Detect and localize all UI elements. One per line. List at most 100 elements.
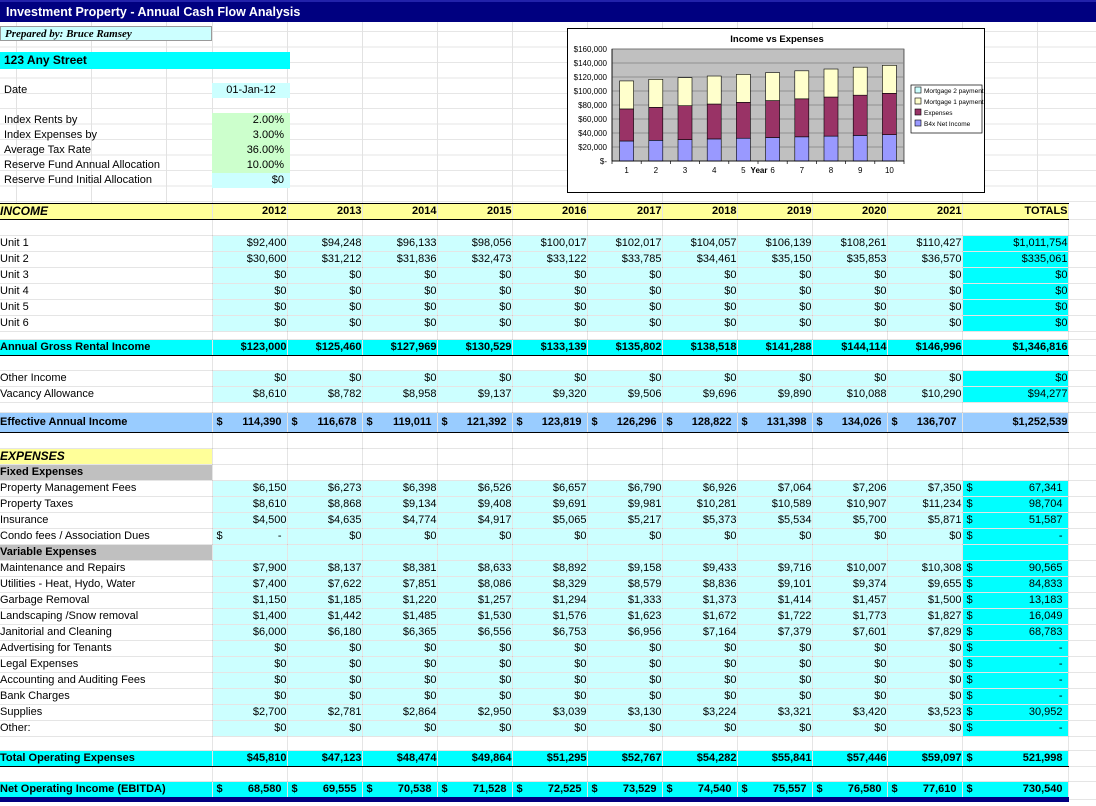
total-cell[interactable]: $0 xyxy=(962,315,1069,332)
value-cell[interactable]: $45,810 xyxy=(212,750,288,767)
value-cell[interactable]: $0 xyxy=(287,640,363,657)
value-cell[interactable]: $9,158 xyxy=(587,560,663,577)
total-cell[interactable]: $67,341 xyxy=(962,480,1069,497)
value-cell[interactable]: $0 xyxy=(287,315,363,332)
value-cell[interactable]: $1,530 xyxy=(437,608,513,625)
value-cell[interactable]: $2,950 xyxy=(437,704,513,721)
value-cell[interactable]: $8,610 xyxy=(212,496,288,513)
value-cell[interactable]: $5,065 xyxy=(512,512,588,529)
total-cell[interactable]: $30,952 xyxy=(962,704,1069,721)
value-cell[interactable]: $0 xyxy=(812,283,888,300)
total-cell[interactable]: $68,783 xyxy=(962,624,1069,641)
value-cell[interactable]: $9,506 xyxy=(587,386,663,403)
value-cell[interactable]: $3,420 xyxy=(812,704,888,721)
value-cell[interactable]: $8,381 xyxy=(362,560,438,577)
value-cell[interactable]: $7,400 xyxy=(212,576,288,593)
value-cell[interactable]: $4,917 xyxy=(437,512,513,529)
total-cell[interactable]: $0 xyxy=(962,267,1069,284)
value-cell[interactable]: $54,282 xyxy=(662,750,738,767)
value-cell[interactable]: $0 xyxy=(737,370,813,387)
value-cell[interactable]: $6,790 xyxy=(587,480,663,497)
value-cell[interactable]: $1,457 xyxy=(812,592,888,609)
field-value-cell[interactable]: 2.00% xyxy=(212,113,290,128)
value-cell[interactable]: $0 xyxy=(662,720,738,737)
value-cell[interactable]: $2,700 xyxy=(212,704,288,721)
value-cell[interactable]: $57,446 xyxy=(812,750,888,767)
value-cell[interactable]: $8,892 xyxy=(512,560,588,577)
value-cell[interactable]: $10,290 xyxy=(887,386,963,403)
value-cell[interactable]: $0 xyxy=(287,283,363,300)
value-cell[interactable]: $0 xyxy=(812,315,888,332)
value-cell[interactable]: $35,853 xyxy=(812,251,888,268)
value-cell[interactable]: $0 xyxy=(512,656,588,673)
value-cell[interactable]: $131,398 xyxy=(737,412,813,433)
total-cell[interactable]: $90,565 xyxy=(962,560,1069,577)
total-cell[interactable]: $ - xyxy=(962,528,1069,545)
value-cell[interactable]: $7,900 xyxy=(212,560,288,577)
value-cell[interactable]: $0 xyxy=(287,688,363,705)
value-cell[interactable]: $0 xyxy=(512,640,588,657)
value-cell[interactable]: $0 xyxy=(662,283,738,300)
field-value-cell[interactable]: 10.00% xyxy=(212,158,290,173)
value-cell[interactable]: $0 xyxy=(437,315,513,332)
value-cell[interactable]: $7,851 xyxy=(362,576,438,593)
value-cell[interactable]: $133,139 xyxy=(512,339,588,356)
value-cell[interactable]: $0 xyxy=(287,672,363,689)
value-cell[interactable]: $4,500 xyxy=(212,512,288,529)
value-cell[interactable]: $3,523 xyxy=(887,704,963,721)
value-cell[interactable]: $70,538 xyxy=(362,781,438,802)
value-cell[interactable]: $1,185 xyxy=(287,592,363,609)
value-cell[interactable]: $0 xyxy=(512,720,588,737)
value-cell[interactable]: $8,868 xyxy=(287,496,363,513)
value-cell[interactable]: $31,212 xyxy=(287,251,363,268)
field-value-cell[interactable]: 3.00% xyxy=(212,128,290,143)
value-cell[interactable]: $0 xyxy=(662,528,738,545)
value-cell[interactable]: $3,130 xyxy=(587,704,663,721)
value-cell[interactable]: $0 xyxy=(587,688,663,705)
value-cell[interactable]: $0 xyxy=(212,688,288,705)
value-cell[interactable]: $0 xyxy=(437,267,513,284)
value-cell[interactable]: $0 xyxy=(812,672,888,689)
value-cell[interactable]: $0 xyxy=(662,640,738,657)
value-cell[interactable]: $0 xyxy=(212,672,288,689)
value-cell[interactable]: $51,295 xyxy=(512,750,588,767)
value-cell[interactable]: $0 xyxy=(812,299,888,316)
value-cell[interactable]: $6,365 xyxy=(362,624,438,641)
value-cell[interactable]: $47,123 xyxy=(287,750,363,767)
value-cell[interactable]: $8,836 xyxy=(662,576,738,593)
value-cell[interactable]: $0 xyxy=(887,672,963,689)
value-cell[interactable]: $5,700 xyxy=(812,512,888,529)
total-cell[interactable]: $730,540 xyxy=(962,781,1069,802)
value-cell[interactable]: $123,000 xyxy=(212,339,288,356)
value-cell[interactable]: $10,589 xyxy=(737,496,813,513)
total-cell[interactable]: $335,061 xyxy=(962,251,1069,268)
value-cell[interactable]: $0 xyxy=(587,315,663,332)
value-cell[interactable]: $0 xyxy=(587,299,663,316)
value-cell[interactable]: $144,114 xyxy=(812,339,888,356)
value-cell[interactable]: $106,139 xyxy=(737,235,813,252)
value-cell[interactable]: $6,753 xyxy=(512,624,588,641)
value-cell[interactable]: $9,137 xyxy=(437,386,513,403)
value-cell[interactable]: $6,398 xyxy=(362,480,438,497)
value-cell[interactable]: $1,294 xyxy=(512,592,588,609)
value-cell[interactable]: $52,767 xyxy=(587,750,663,767)
value-cell[interactable]: $8,579 xyxy=(587,576,663,593)
value-cell[interactable]: $8,782 xyxy=(287,386,363,403)
value-cell[interactable]: $0 xyxy=(587,672,663,689)
value-cell[interactable]: $126,296 xyxy=(587,412,663,433)
value-cell[interactable]: $7,601 xyxy=(812,624,888,641)
value-cell[interactable]: $71,528 xyxy=(437,781,513,802)
value-cell[interactable]: $1,500 xyxy=(887,592,963,609)
total-cell[interactable]: $16,049 xyxy=(962,608,1069,625)
value-cell[interactable]: $48,474 xyxy=(362,750,438,767)
value-cell[interactable]: $0 xyxy=(287,370,363,387)
value-cell[interactable]: $1,333 xyxy=(587,592,663,609)
value-cell[interactable]: $127,969 xyxy=(362,339,438,356)
value-cell[interactable]: $135,802 xyxy=(587,339,663,356)
value-cell[interactable]: $0 xyxy=(287,656,363,673)
total-cell[interactable]: $ - xyxy=(962,656,1069,673)
value-cell[interactable]: $10,281 xyxy=(662,496,738,513)
value-cell[interactable]: $0 xyxy=(587,283,663,300)
address-cell[interactable]: 123 Any Street xyxy=(0,52,290,69)
value-cell[interactable]: $6,273 xyxy=(287,480,363,497)
